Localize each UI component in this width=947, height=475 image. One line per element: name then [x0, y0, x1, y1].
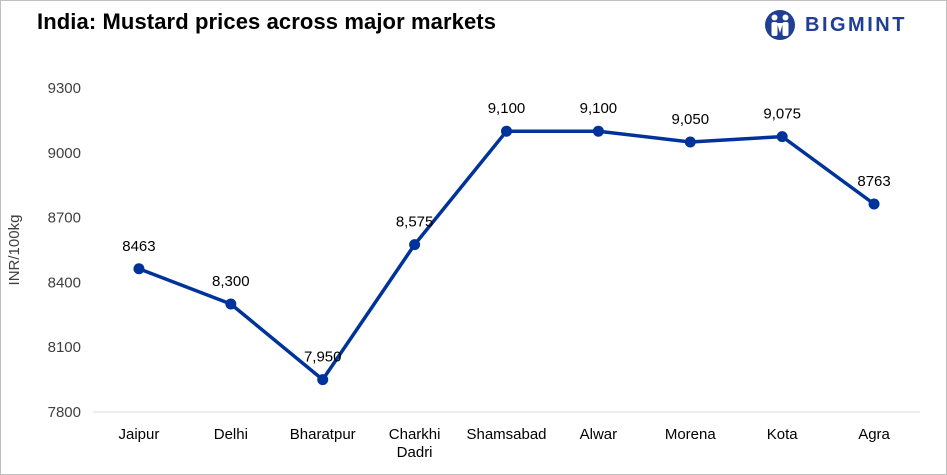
x-tick-label: Morena	[665, 426, 717, 443]
y-tick-label: 8400	[48, 274, 81, 291]
x-tick-label: Kota	[767, 426, 799, 443]
x-tick-label: Delhi	[214, 426, 248, 443]
data-point	[592, 125, 604, 137]
data-point	[868, 198, 880, 210]
data-point	[501, 125, 512, 137]
y-axis: 7800 8100 8400 8700 9000 9300	[48, 80, 81, 421]
bigmint-logo-icon	[765, 10, 795, 40]
data-label: 8,300	[212, 273, 250, 290]
data-point	[225, 298, 237, 310]
bigmint-logo: BIGMINT	[764, 8, 907, 42]
x-tick-label: Agra	[858, 426, 890, 443]
data-point	[409, 239, 421, 251]
data-label: 7,950	[304, 349, 342, 366]
y-tick-label: 9000	[48, 145, 81, 162]
y-tick-label: 9300	[48, 80, 81, 97]
data-label: 8463	[122, 238, 155, 255]
bigmint-logo-text: BIGMINT	[805, 13, 907, 36]
data-point	[684, 136, 696, 148]
data-points	[133, 125, 880, 386]
data-label: 8763	[857, 173, 890, 190]
data-label: 9,100	[488, 100, 526, 117]
chart-title: India: Mustard prices across major marke…	[37, 9, 497, 34]
data-label: 9,100	[580, 100, 618, 117]
x-tick-label: Shamsabad	[466, 426, 546, 443]
data-point	[776, 131, 788, 143]
series-line	[138, 129, 876, 382]
x-tick-label: Bharatpur	[290, 426, 356, 443]
x-tick-label: Jaipur	[119, 426, 160, 443]
x-tick-label: Charkhi Dadri	[389, 426, 441, 461]
data-labels: 8463 8,300 7,950 8,575 9,100 9,100 9,050 9,075 8…	[122, 100, 890, 365]
data-point	[133, 263, 145, 275]
y-tick-label: 7800	[48, 404, 81, 421]
data-label: 9,050	[672, 111, 710, 128]
data-label: 9,075	[763, 106, 801, 123]
data-label: 8,575	[396, 214, 434, 231]
y-tick-label: 8700	[48, 210, 81, 227]
x-tick-label: Alwar	[580, 426, 618, 443]
y-tick-label: 8100	[48, 339, 81, 356]
y-axis-label: INR/100kg	[6, 215, 23, 286]
x-axis: Jaipur Delhi Bharatpur Charkhi Dadri Shamsaba…	[119, 426, 891, 461]
data-point	[317, 374, 329, 386]
